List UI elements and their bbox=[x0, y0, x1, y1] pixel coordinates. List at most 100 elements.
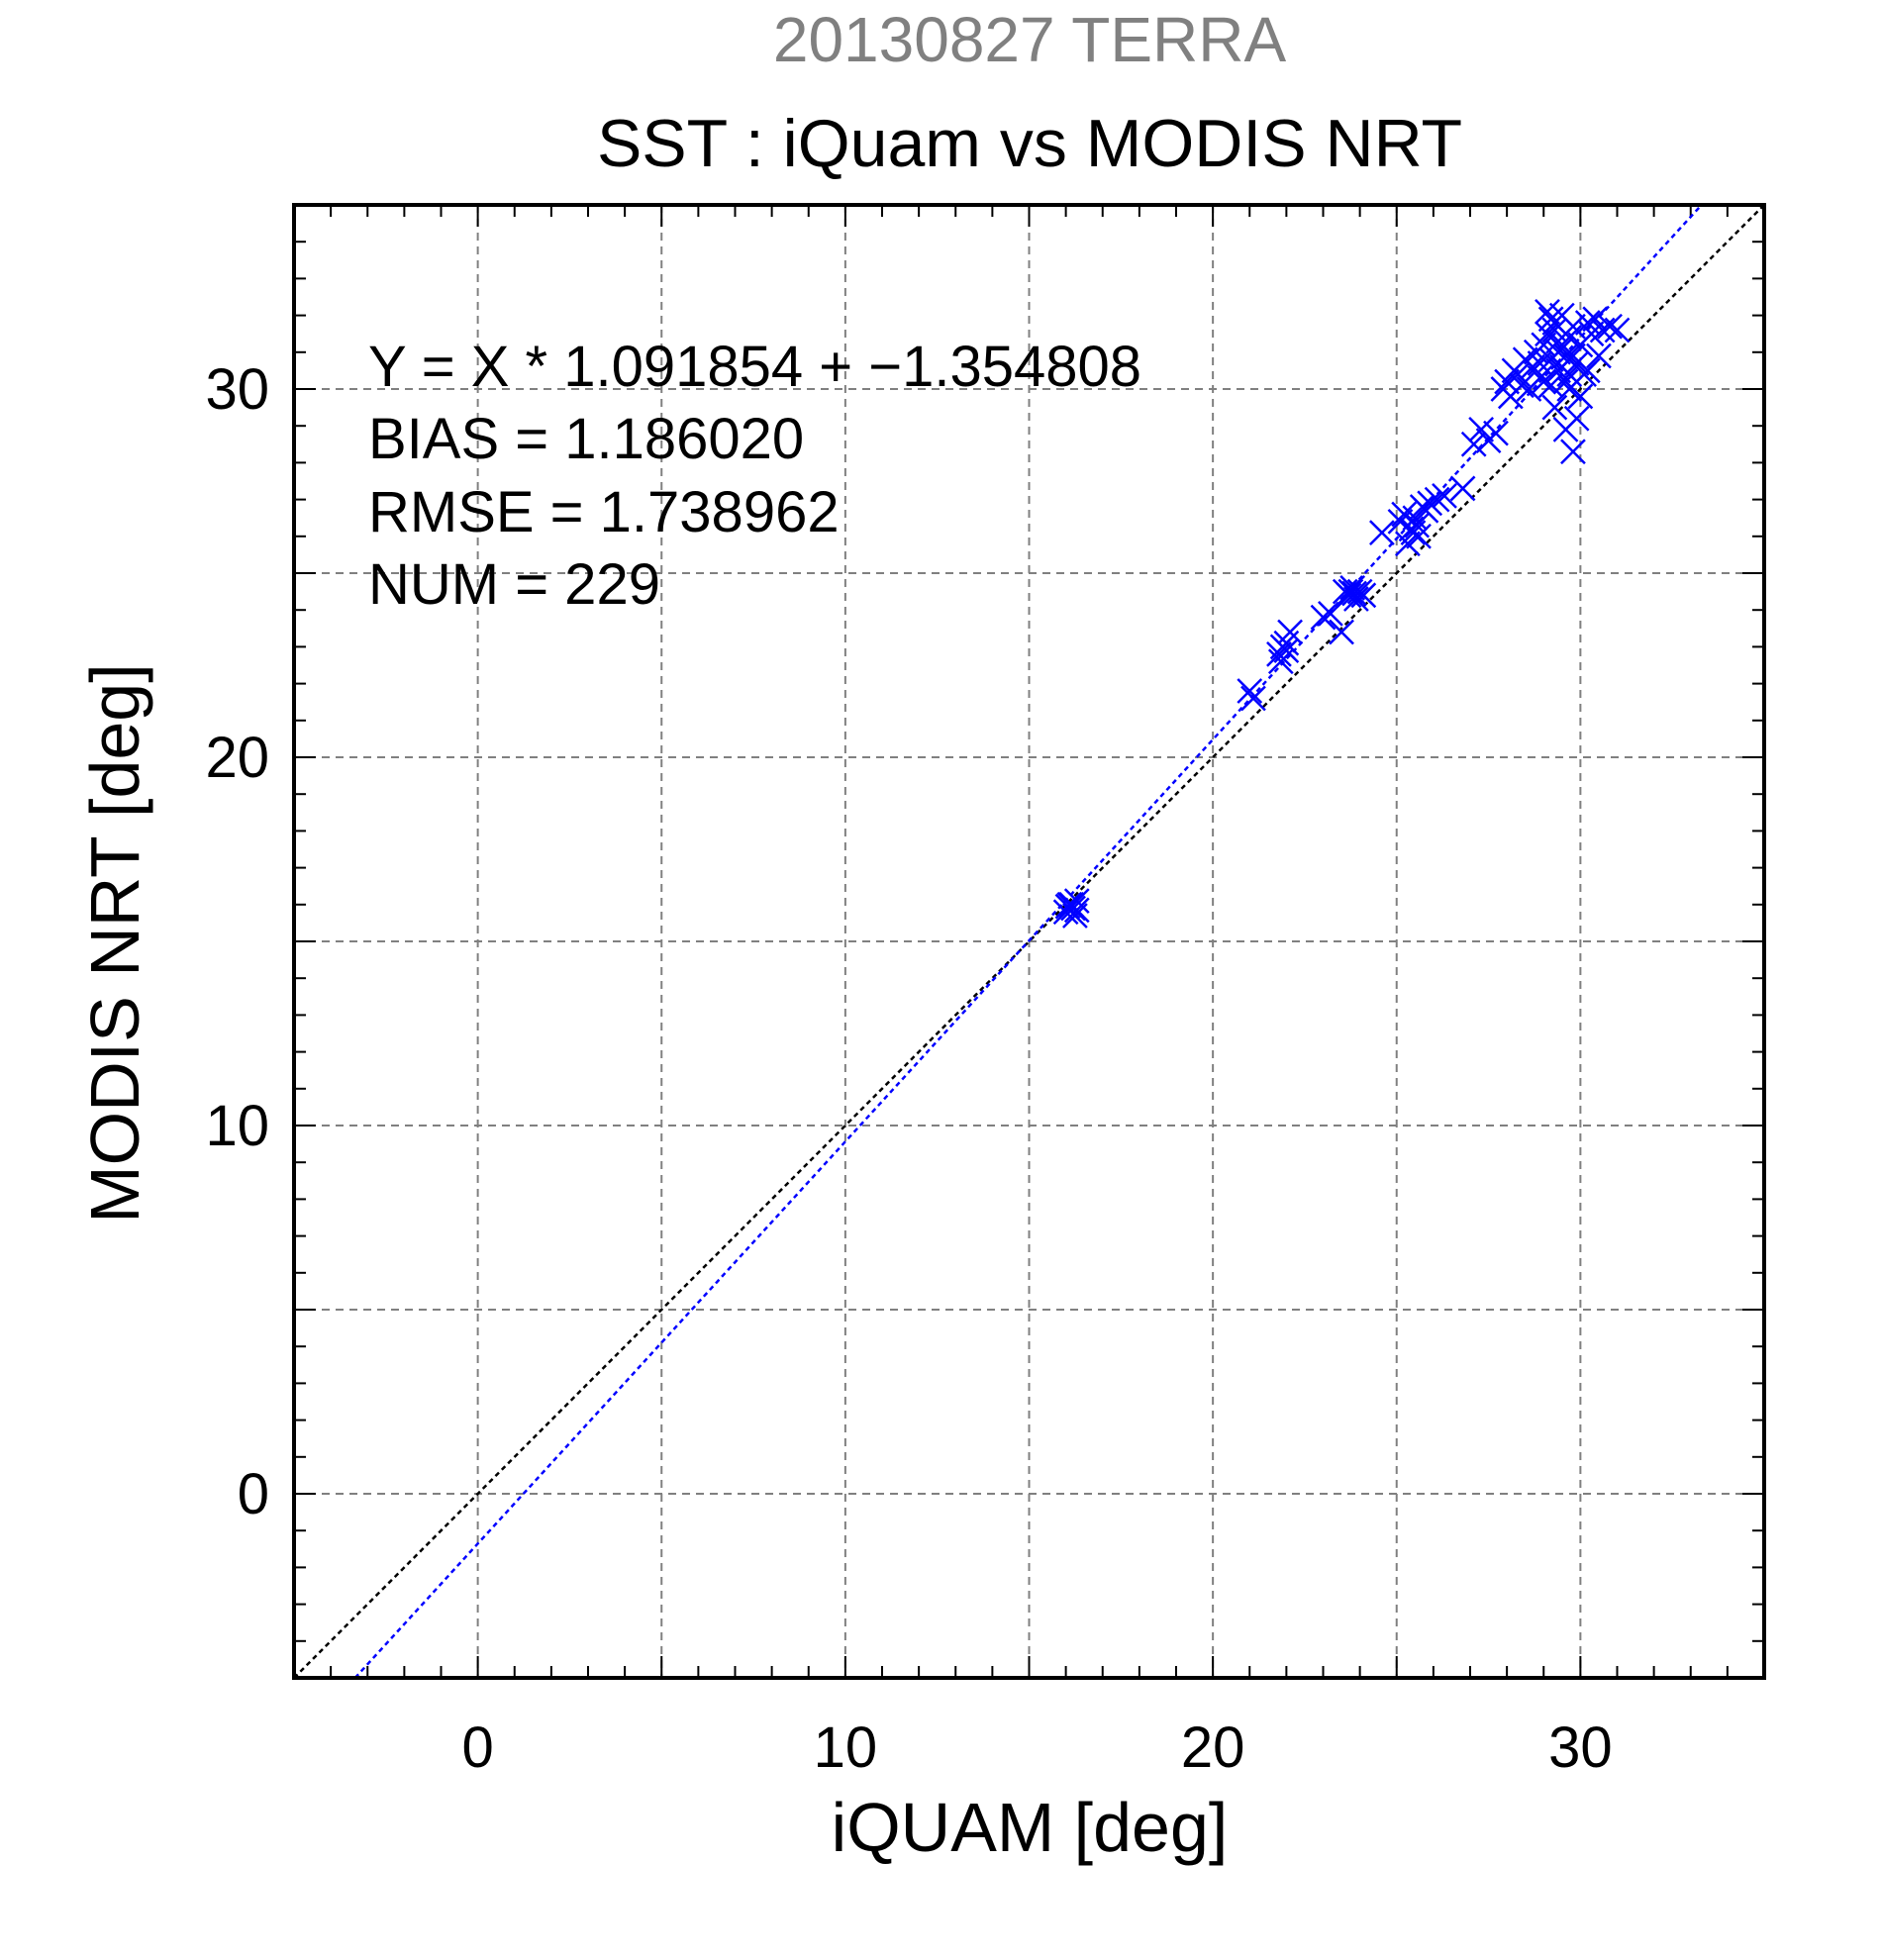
data-point bbox=[1586, 343, 1612, 369]
data-point bbox=[1537, 372, 1564, 399]
data-point-stroke bbox=[1424, 486, 1450, 513]
x-tick-label: 0 bbox=[461, 1715, 493, 1780]
data-point-stroke bbox=[1391, 501, 1418, 528]
data-point-stroke bbox=[1520, 353, 1545, 380]
x-tick-label: 20 bbox=[1181, 1715, 1245, 1780]
data-point-stroke bbox=[1582, 306, 1609, 333]
data-point-stroke bbox=[1541, 394, 1568, 421]
data-point bbox=[1556, 361, 1583, 388]
data-point bbox=[1509, 372, 1534, 399]
data-point-stroke bbox=[1534, 321, 1560, 347]
bias-value: BIAS = 1.186020 bbox=[368, 407, 804, 471]
data-point-stroke bbox=[1237, 678, 1263, 704]
data-point bbox=[1483, 420, 1509, 446]
data-points bbox=[1052, 298, 1631, 929]
y-tick-label: 30 bbox=[205, 357, 269, 422]
data-point-stroke bbox=[1266, 640, 1292, 667]
data-point-stroke bbox=[1537, 306, 1564, 333]
data-point-stroke bbox=[1574, 357, 1601, 384]
data-point bbox=[1494, 368, 1521, 395]
y-axis-label: MODIS NRT [deg] bbox=[76, 663, 153, 1223]
data-point bbox=[1582, 306, 1609, 333]
data-point-stroke bbox=[1560, 439, 1586, 465]
data-point bbox=[1406, 523, 1432, 549]
data-point-stroke bbox=[1567, 383, 1594, 410]
data-point-stroke bbox=[1545, 339, 1571, 365]
chart-suptitle: 20130827 TERRA bbox=[773, 4, 1287, 75]
chart-title: SST : iQuam vs MODIS NRT bbox=[597, 106, 1462, 181]
data-point-stroke bbox=[1449, 475, 1476, 502]
data-point bbox=[1597, 313, 1623, 340]
data-point-stroke bbox=[1329, 619, 1354, 645]
data-point-stroke bbox=[1537, 372, 1564, 399]
data-point bbox=[1417, 490, 1443, 517]
data-point-stroke bbox=[1273, 630, 1300, 656]
data-point-stroke bbox=[1240, 685, 1266, 712]
data-point bbox=[1449, 475, 1476, 502]
num-value: NUM = 229 bbox=[368, 552, 660, 617]
data-point-stroke bbox=[1541, 317, 1568, 343]
data-point bbox=[1387, 509, 1414, 535]
x-axis-label: iQUAM [deg] bbox=[832, 1789, 1229, 1866]
data-point bbox=[1054, 893, 1081, 920]
data-point-stroke bbox=[1509, 372, 1534, 399]
data-point bbox=[1337, 578, 1364, 605]
data-point-stroke bbox=[1404, 512, 1431, 539]
data-point-stroke bbox=[1494, 368, 1521, 395]
data-point bbox=[1341, 580, 1367, 607]
data-point-stroke bbox=[1560, 343, 1586, 369]
data-point bbox=[1560, 439, 1586, 465]
rmse-value: RMSE = 1.738962 bbox=[368, 480, 840, 544]
data-point-stroke bbox=[1534, 298, 1560, 325]
data-point-stroke bbox=[1527, 350, 1553, 376]
reference-lines bbox=[293, 204, 1765, 1679]
plot-frame bbox=[292, 203, 1766, 1680]
stats-annotations: Y = X * 1.091854 + −1.354808 BIAS = 1.18… bbox=[368, 335, 1141, 617]
data-point bbox=[1545, 339, 1571, 365]
data-point-stroke bbox=[1460, 431, 1487, 457]
data-point-stroke bbox=[1387, 509, 1414, 535]
data-point bbox=[1060, 895, 1086, 922]
data-point-stroke bbox=[1483, 420, 1509, 446]
y-tick-label: 10 bbox=[205, 1094, 269, 1158]
data-point-stroke bbox=[1417, 490, 1443, 517]
data-point bbox=[1468, 417, 1495, 442]
data-point bbox=[1063, 897, 1090, 924]
x-tick-label: 30 bbox=[1548, 1715, 1613, 1780]
data-point bbox=[1534, 298, 1560, 325]
data-point-stroke bbox=[1267, 648, 1294, 675]
data-point-stroke bbox=[1337, 578, 1364, 605]
data-point-stroke bbox=[1343, 586, 1369, 612]
data-point-stroke bbox=[1062, 903, 1088, 929]
data-point bbox=[1460, 431, 1487, 457]
data-point-stroke bbox=[1552, 368, 1579, 395]
data-point-stroke bbox=[1406, 523, 1432, 549]
data-point bbox=[1560, 313, 1586, 340]
data-point bbox=[1604, 317, 1631, 343]
data-point-stroke bbox=[1060, 895, 1086, 922]
data-point-stroke bbox=[1400, 520, 1427, 545]
data-point-stroke bbox=[1556, 361, 1583, 388]
data-point bbox=[1400, 520, 1427, 545]
data-point-stroke bbox=[1552, 417, 1579, 442]
data-point-stroke bbox=[1063, 897, 1090, 924]
data-point bbox=[1552, 417, 1579, 442]
data-point-stroke bbox=[1604, 317, 1631, 343]
data-point bbox=[1369, 520, 1395, 545]
data-point bbox=[1329, 619, 1354, 645]
data-point bbox=[1273, 630, 1300, 656]
y-tick-label: 20 bbox=[205, 726, 269, 790]
data-point-stroke bbox=[1560, 313, 1586, 340]
y-tick-label: 0 bbox=[238, 1462, 269, 1526]
data-point bbox=[1310, 604, 1336, 631]
data-point-stroke bbox=[1350, 582, 1377, 609]
data-point bbox=[1527, 350, 1553, 376]
data-point-stroke bbox=[1054, 893, 1081, 920]
data-point bbox=[1237, 678, 1263, 704]
data-point bbox=[1343, 586, 1369, 612]
data-point bbox=[1541, 394, 1568, 421]
regression-line bbox=[353, 204, 1703, 1679]
data-point-stroke bbox=[1505, 361, 1532, 388]
data-point-stroke bbox=[1310, 604, 1336, 631]
